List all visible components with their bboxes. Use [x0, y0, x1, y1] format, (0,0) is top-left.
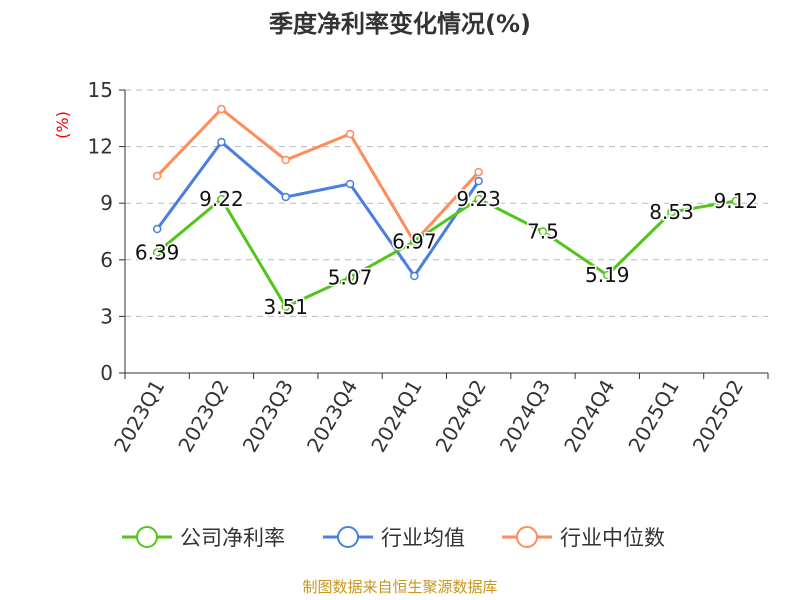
data-point	[345, 179, 355, 189]
data-label: 5.07	[328, 265, 373, 289]
data-point	[281, 302, 290, 312]
data-label: 5.19	[585, 263, 630, 287]
x-tick-label: 2025Q1	[623, 376, 683, 457]
x-tick-label: 2023Q1	[109, 376, 169, 457]
series-line-1	[155, 139, 480, 279]
y-tick-label: 0	[100, 361, 113, 385]
y-tick-label: 15	[88, 78, 113, 102]
data-label: 9.23	[456, 187, 501, 211]
data-point	[538, 227, 548, 236]
data-point	[603, 270, 612, 280]
y-tick-label: 12	[88, 135, 113, 159]
data-point	[345, 129, 355, 139]
y-axis-label: (%)	[53, 111, 72, 139]
data-point	[731, 196, 741, 206]
data-point	[474, 194, 483, 204]
legend-marker	[136, 526, 158, 548]
legend-marker	[516, 526, 538, 548]
legend-item[interactable]: 公司净利率	[122, 526, 285, 550]
x-tick-label: 2023Q2	[173, 376, 233, 457]
x-tick-label: 2024Q3	[495, 376, 555, 457]
legend-item[interactable]: 行业中位数	[502, 526, 665, 550]
y-tick-label: 6	[100, 248, 113, 272]
data-label: 3.51	[263, 295, 308, 319]
legend-label: 行业中位数	[560, 526, 665, 550]
data-point	[217, 137, 226, 147]
data-point	[281, 155, 290, 165]
data-label: 9.22	[199, 187, 244, 211]
data-point	[217, 194, 226, 204]
data-point	[152, 248, 162, 257]
legend-marker	[337, 526, 359, 548]
x-tick-label: 2024Q1	[366, 376, 426, 457]
data-label: 7.5	[527, 220, 559, 244]
x-tick-label: 2024Q2	[431, 376, 491, 457]
legend-label: 行业均值	[381, 526, 465, 550]
x-tick-label: 2023Q4	[302, 376, 362, 457]
data-label: 8.53	[649, 200, 694, 224]
data-point	[474, 176, 483, 186]
x-tick-label: 2023Q3	[238, 376, 298, 457]
data-point	[410, 237, 419, 246]
chart-title: 季度净利率变化情况(%)	[269, 10, 531, 38]
y-tick-label: 3	[100, 304, 113, 328]
x-tick-label: 2024Q4	[559, 376, 619, 457]
data-point	[281, 192, 290, 202]
legend-label: 公司净利率	[180, 526, 285, 550]
data-point	[345, 273, 355, 282]
legend-item[interactable]: 行业均值	[323, 526, 465, 550]
y-tick-label: 9	[100, 191, 113, 215]
x-tick-label: 2025Q2	[688, 376, 748, 457]
series-line-0	[156, 196, 737, 309]
data-point	[217, 104, 226, 114]
series-line-2	[156, 107, 480, 245]
data-point	[474, 167, 483, 177]
data-label: 9.12	[714, 189, 759, 213]
data-point	[152, 171, 162, 181]
source-note: 制图数据来自恒生聚源数据库	[302, 578, 497, 596]
data-point	[152, 224, 162, 234]
data-label: 6.97	[392, 229, 437, 253]
data-point	[667, 207, 676, 217]
data-label: 6.39	[135, 240, 180, 264]
data-point	[410, 271, 419, 281]
